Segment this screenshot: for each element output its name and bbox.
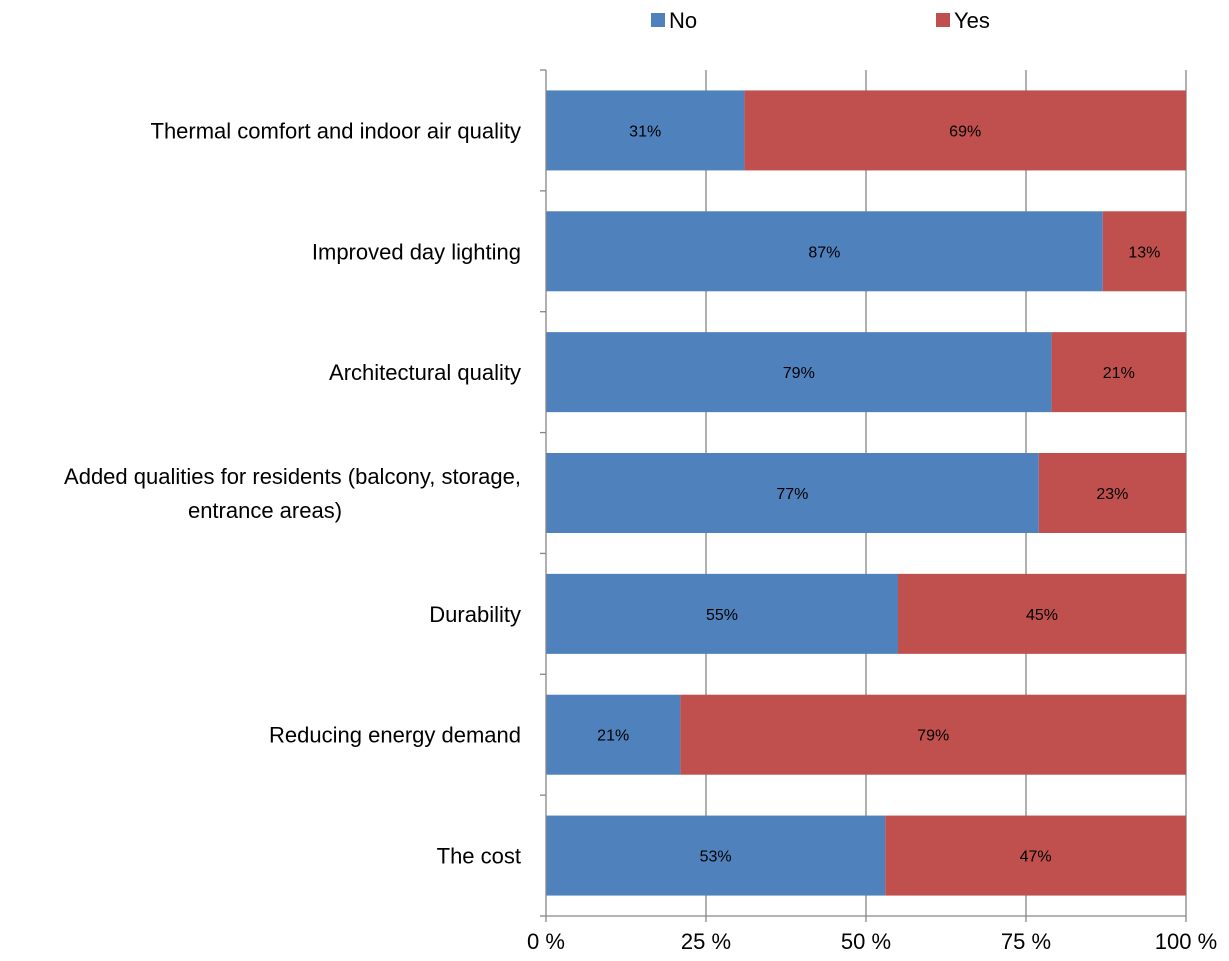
data-label: 87% [808, 244, 840, 261]
bar-no-6 [546, 815, 886, 896]
data-label: 13% [1128, 244, 1160, 261]
category-label: Architectural quality [329, 360, 521, 385]
legend-swatch-yes [936, 13, 950, 27]
bar-yes-1 [1102, 211, 1186, 292]
axis-layer: 0 % 25 % 50 % 75 % 100 % [527, 69, 1217, 954]
bar-yes-2 [1051, 332, 1186, 413]
data-label: 79% [917, 728, 949, 745]
bar-no-5 [546, 694, 681, 775]
bar-no-0 [546, 90, 745, 171]
category-label: entrance areas) [188, 498, 342, 523]
bar-no-3 [546, 453, 1039, 533]
data-label: 69% [949, 123, 981, 140]
data-label: 53% [700, 849, 732, 866]
legend-label-no: No [669, 8, 697, 33]
x-tick-label: 50 % [841, 929, 891, 954]
legend-swatch-no [651, 13, 665, 27]
bar-no-2 [546, 332, 1052, 413]
data-label: 47% [1020, 849, 1052, 866]
category-label: Thermal comfort and indoor air quality [151, 118, 522, 143]
x-tick-label: 25 % [681, 929, 731, 954]
bar-yes-6 [885, 815, 1186, 896]
bar-no-1 [546, 211, 1103, 292]
data-label: 21% [597, 728, 629, 745]
data-label: 21% [1103, 365, 1135, 382]
data-label: 23% [1096, 486, 1128, 503]
x-tick-label: 75 % [1001, 929, 1051, 954]
data-label: 31% [629, 123, 661, 140]
data-label: 55% [706, 607, 738, 624]
data-label: 77% [776, 486, 808, 503]
x-tick-label: 100 % [1155, 929, 1217, 954]
legend: No Yes [651, 8, 990, 33]
bar-no-4 [546, 573, 898, 654]
category-label: The cost [437, 844, 521, 869]
labels-layer: 31% 69% Thermal comfort and indoor air qua… [64, 118, 1160, 868]
category-label: Added qualities for residents (balcony, … [64, 464, 521, 489]
bar-yes-3 [1038, 453, 1186, 533]
data-label: 45% [1026, 607, 1058, 624]
bar-yes-0 [744, 90, 1186, 171]
bars-layer [546, 90, 1186, 896]
legend-label-yes: Yes [954, 8, 990, 33]
category-label: Reducing energy demand [269, 723, 521, 748]
bar-yes-5 [680, 694, 1186, 775]
x-tick-label: 0 % [527, 929, 565, 954]
bar-yes-4 [898, 573, 1186, 654]
category-label: Improved day lighting [312, 239, 521, 264]
data-label: 79% [783, 365, 815, 382]
category-label: Durability [429, 602, 521, 627]
